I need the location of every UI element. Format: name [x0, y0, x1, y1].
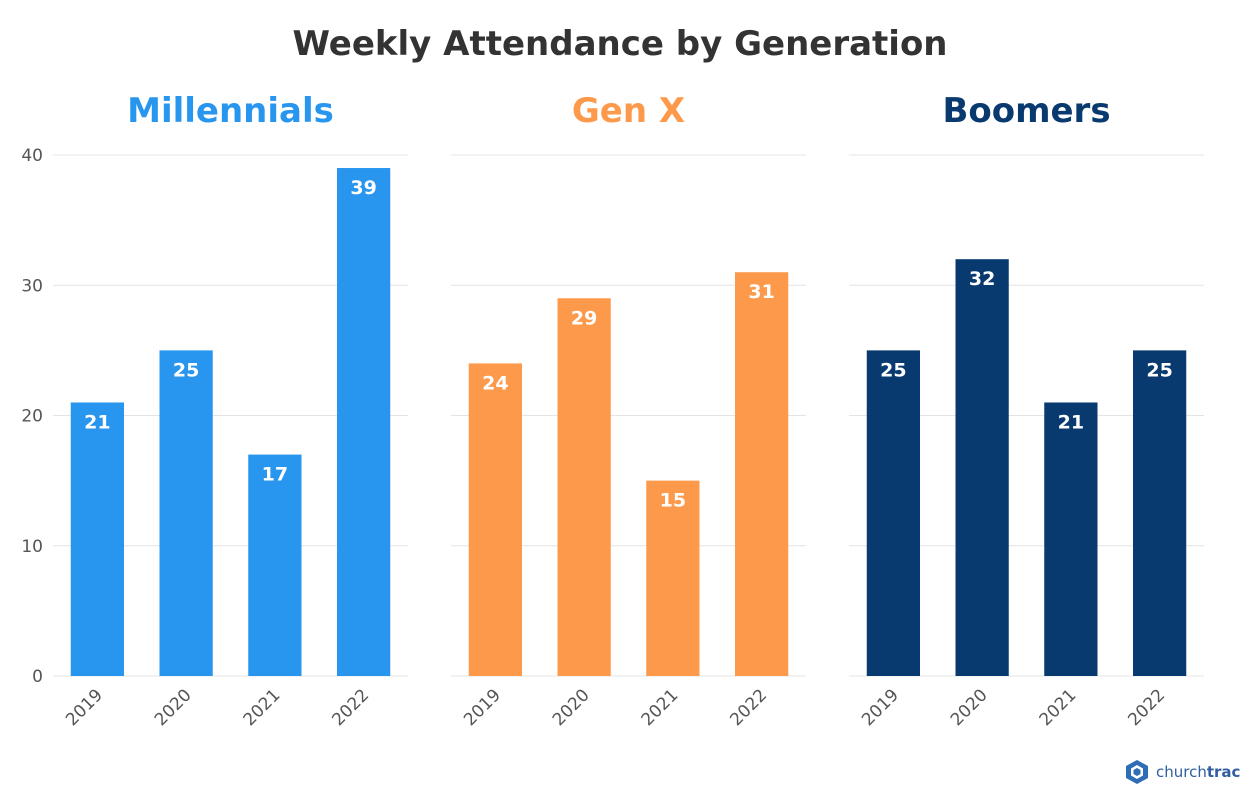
bar [735, 272, 789, 676]
bar-value-label: 32 [969, 268, 995, 290]
x-tick-label: 2021 [240, 685, 285, 730]
y-tick-label: 10 [21, 537, 43, 557]
bar-value-label: 39 [350, 177, 376, 199]
bar [1044, 402, 1098, 676]
brand-name-suffix: trac [1206, 763, 1241, 781]
bar [70, 402, 124, 676]
bar [159, 350, 213, 676]
y-tick-label: 30 [21, 276, 43, 296]
bar [248, 454, 302, 676]
bar-value-label: 25 [1146, 359, 1172, 381]
y-tick-label: 0 [32, 667, 43, 687]
bar [955, 259, 1009, 676]
x-tick-label: 2019 [460, 685, 505, 730]
y-tick-label: 40 [21, 146, 43, 166]
x-tick-label: 2022 [1124, 685, 1169, 730]
churchtrac-logo-icon [1126, 760, 1148, 784]
bar [557, 298, 611, 676]
bar [866, 350, 920, 676]
bar-value-label: 25 [880, 359, 906, 381]
bar-value-label: 21 [1058, 411, 1084, 433]
x-tick-label: 2019 [62, 685, 107, 730]
bar [468, 363, 522, 676]
y-tick-label: 20 [21, 407, 43, 427]
brand-logo: churchtrac [1124, 758, 1240, 786]
x-tick-label: 2020 [947, 685, 992, 730]
bar [646, 480, 700, 676]
brand-name-prefix: church [1156, 763, 1207, 781]
bar-value-label: 29 [571, 307, 597, 329]
bar-value-label: 21 [84, 411, 110, 433]
bar-value-label: 24 [482, 372, 508, 394]
bar-value-label: 25 [173, 359, 199, 381]
panel-title: Gen X [572, 91, 685, 131]
x-tick-label: 2021 [1036, 685, 1081, 730]
panel-title: Boomers [942, 91, 1110, 131]
bar-value-label: 15 [660, 490, 686, 512]
chart-panel-2: Boomers 25 2019 32 2020 21 2021 25 2022 [849, 91, 1204, 730]
bar [337, 168, 391, 676]
panel-title: Millennials [127, 91, 334, 131]
x-tick-label: 2021 [638, 685, 683, 730]
brand-name: churchtrac [1156, 763, 1240, 781]
x-tick-label: 2019 [858, 685, 903, 730]
chart-panel-0: 0 10 20 30 40 Millennials 21 2019 25 2020 17 2021 39… [21, 91, 408, 730]
bar-value-label: 17 [262, 464, 288, 486]
x-tick-label: 2022 [726, 685, 771, 730]
x-tick-label: 2020 [549, 685, 594, 730]
x-tick-label: 2022 [328, 685, 373, 730]
chart-panel-1: Gen X 24 2019 29 2020 15 2021 31 2022 [451, 91, 806, 730]
bar [1133, 350, 1187, 676]
x-tick-label: 2020 [151, 685, 196, 730]
chart-title: Weekly Attendance by Generation [292, 24, 947, 64]
bar-value-label: 31 [748, 281, 774, 303]
chart-panels: 0 10 20 30 40 Millennials 21 2019 25 2020 17 2021 39… [21, 91, 1204, 730]
